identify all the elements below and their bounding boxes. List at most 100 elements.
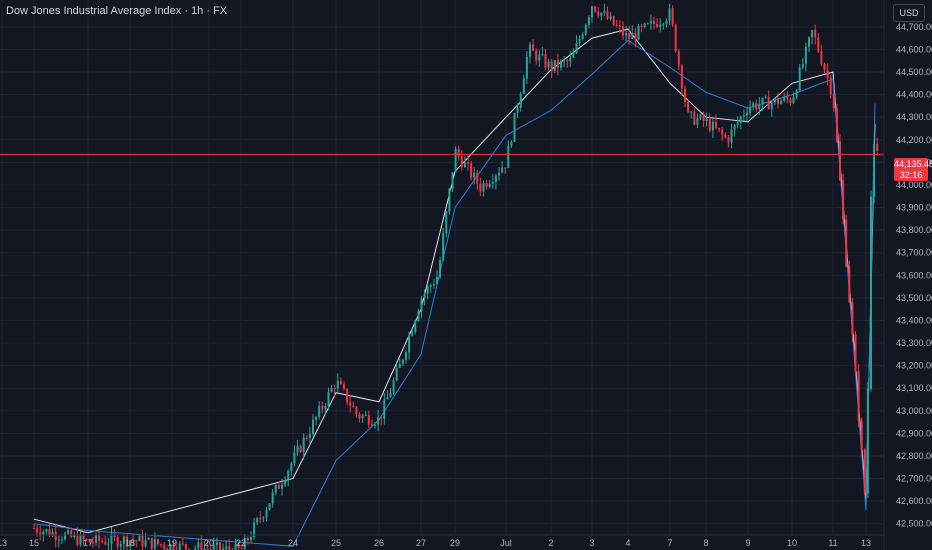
candle-body — [318, 406, 321, 417]
candle-body — [708, 118, 711, 131]
candle-body — [770, 102, 773, 110]
time-tick-label: 24 — [288, 538, 298, 548]
candle-body — [823, 64, 826, 71]
price-tick-label: 43,300.00 — [896, 338, 932, 348]
candle-body — [702, 114, 705, 121]
time-tick-label: 13 — [0, 538, 7, 548]
candle-body — [798, 67, 801, 91]
candle-body — [42, 531, 45, 536]
candle-body — [290, 463, 293, 471]
candle-body — [401, 359, 404, 364]
candle-body — [649, 20, 652, 24]
price-tick-label: 43,600.00 — [896, 270, 932, 280]
candle-body — [684, 88, 686, 102]
candle-body — [826, 70, 829, 78]
price-tick-label: 44,500.00 — [896, 67, 932, 77]
candle-body — [473, 172, 476, 178]
candle-body — [48, 529, 51, 536]
candle-body — [349, 402, 352, 406]
price-axis-panel[interactable] — [884, 0, 932, 550]
candle-body — [330, 388, 333, 392]
candle-body — [653, 20, 655, 25]
candle-body — [135, 540, 138, 542]
candle-body — [222, 548, 225, 550]
bar-countdown: 32:16 — [899, 170, 923, 180]
candle-body — [73, 534, 76, 537]
candle-body — [256, 518, 259, 523]
candle-body — [491, 181, 494, 184]
candle-body — [516, 107, 519, 113]
candle-body — [671, 8, 674, 25]
price-tick-label: 43,200.00 — [896, 361, 932, 371]
candle-body — [656, 24, 659, 28]
candle-body — [122, 536, 125, 544]
candle-body — [727, 137, 730, 143]
candle-body — [749, 106, 752, 113]
candle-body — [70, 530, 73, 537]
time-tick-label: 20 — [204, 538, 214, 548]
candle-body — [764, 96, 767, 98]
candle-body — [634, 33, 637, 40]
candle-body — [386, 397, 389, 400]
candle-body — [848, 266, 851, 303]
candle-body — [733, 124, 736, 130]
candle-body — [705, 118, 708, 121]
candle-body — [746, 112, 748, 116]
candle-body — [721, 129, 724, 135]
candle-body — [160, 544, 163, 546]
candle-body — [339, 380, 342, 385]
candle-body — [780, 100, 783, 105]
candle-body — [367, 414, 370, 425]
candle-body — [91, 542, 94, 544]
candle-body — [144, 539, 147, 547]
candle-body — [615, 24, 618, 26]
candle-body — [380, 417, 383, 419]
candle-body — [467, 162, 469, 164]
time-tick-label: 27 — [416, 538, 426, 548]
candle-body — [609, 16, 612, 19]
candle-body — [730, 129, 733, 143]
candle-body — [560, 60, 562, 68]
candle-body — [687, 101, 690, 113]
time-tick-label: 22 — [236, 538, 246, 548]
time-tick-label: 11 — [828, 538, 837, 548]
candle-body — [556, 60, 559, 68]
candle-body — [420, 298, 423, 312]
candle-body — [343, 384, 345, 389]
candle-body — [79, 534, 82, 545]
candle-body — [281, 484, 283, 489]
last-price-value: 44,135.45 — [894, 159, 932, 169]
currency-button[interactable]: USD — [893, 4, 925, 22]
candle-body — [352, 405, 355, 408]
candle-body — [370, 424, 373, 426]
candle-body — [150, 538, 153, 549]
candle-body — [538, 54, 541, 61]
candle-body — [532, 44, 535, 51]
candle-body — [163, 544, 166, 549]
candle-body — [262, 517, 265, 519]
candle-body — [395, 368, 398, 381]
time-tick-label: 15 — [29, 538, 39, 548]
price-tick-label: 44,400.00 — [896, 90, 932, 100]
candle-body — [126, 536, 128, 547]
candle-body — [646, 23, 649, 25]
candle-body — [488, 183, 491, 187]
candle-body — [88, 539, 91, 543]
price-tick-label: 42,900.00 — [896, 428, 932, 438]
candle-body — [569, 57, 572, 62]
candle-body — [389, 392, 392, 398]
candle-body — [600, 12, 603, 16]
candle-body — [541, 54, 544, 56]
time-tick-label: 17 — [83, 538, 93, 548]
candle-body — [594, 6, 597, 12]
candle-body — [436, 277, 438, 285]
candle-body — [324, 406, 327, 409]
candle-body — [742, 115, 745, 117]
candle-body — [873, 144, 876, 197]
candle-body — [284, 480, 287, 485]
candle-body — [197, 542, 200, 549]
candle-body — [113, 534, 116, 537]
candle-body — [398, 363, 401, 369]
candle-body — [119, 543, 122, 547]
